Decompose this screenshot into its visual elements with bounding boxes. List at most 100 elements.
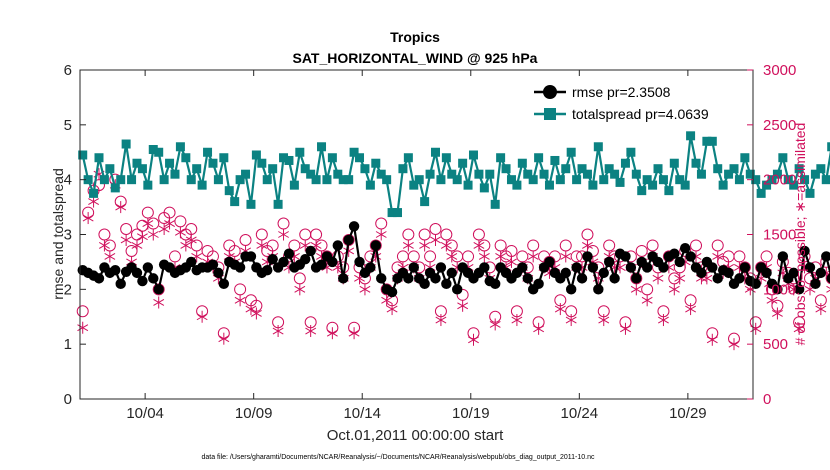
rmse-point bbox=[435, 262, 447, 273]
obs-assimilated-point bbox=[771, 307, 783, 320]
obs-assimilated-point bbox=[250, 307, 262, 320]
totalspread-point bbox=[83, 175, 93, 185]
obs-possible-point bbox=[239, 233, 252, 246]
obs-possible-point bbox=[190, 239, 203, 252]
totalspread-point bbox=[268, 164, 278, 174]
rmse-point bbox=[641, 262, 653, 273]
totalspread-point bbox=[420, 197, 430, 207]
y-tick-label-left: 0 bbox=[64, 391, 72, 408]
obs-assimilated-point bbox=[196, 310, 208, 323]
obs-possible-point bbox=[603, 239, 616, 252]
obs-assimilated-point bbox=[77, 321, 89, 334]
totalspread-point bbox=[506, 175, 516, 185]
totalspread-point bbox=[279, 153, 289, 163]
totalspread-point bbox=[734, 175, 744, 185]
totalspread-point bbox=[599, 175, 609, 185]
rmse-point bbox=[376, 273, 387, 284]
totalspread-point bbox=[213, 175, 223, 185]
totalspread-point bbox=[664, 186, 674, 196]
rmse-point bbox=[186, 256, 197, 268]
totalspread-point bbox=[686, 131, 696, 141]
totalspread-point bbox=[696, 169, 706, 179]
obs-assimilated-point bbox=[131, 239, 143, 252]
obs-assimilated-point bbox=[582, 239, 593, 252]
totalspread-point bbox=[447, 169, 457, 179]
rmse-point bbox=[658, 262, 669, 273]
totalspread-point bbox=[257, 158, 267, 168]
rmse-point bbox=[386, 286, 398, 298]
obs-possible-point bbox=[516, 250, 529, 263]
obs-possible-point bbox=[299, 228, 312, 241]
obs-assimilated-point bbox=[598, 314, 610, 327]
obs-possible-point bbox=[733, 250, 746, 263]
obs-possible-point bbox=[760, 250, 773, 263]
totalspread-point bbox=[615, 177, 625, 187]
y-tick-label-left: 1 bbox=[64, 336, 72, 353]
totalspread-point bbox=[653, 164, 663, 174]
totalspread-point bbox=[441, 153, 451, 163]
totalspread-point bbox=[452, 175, 462, 185]
x-tick-label: 10/19 bbox=[452, 405, 490, 422]
obs-possible-point bbox=[375, 217, 388, 230]
obs-assimilated-point bbox=[527, 250, 539, 263]
rmse-point bbox=[441, 278, 452, 290]
rmse-point bbox=[332, 240, 344, 251]
rmse-point bbox=[598, 267, 609, 279]
obs-assimilated-point bbox=[82, 212, 94, 225]
rmse-point bbox=[593, 284, 604, 295]
obs-assimilated-point bbox=[98, 239, 110, 252]
totalspread-point bbox=[430, 147, 440, 157]
totalspread-point bbox=[398, 164, 408, 174]
totalspread-point bbox=[121, 139, 131, 149]
obs-possible-point bbox=[152, 283, 165, 296]
y-tick-label-right: 3000 bbox=[763, 62, 796, 79]
obs-possible-point bbox=[429, 223, 442, 236]
totalspread-point bbox=[762, 180, 772, 190]
obs-assimilated-point bbox=[495, 250, 507, 263]
totalspread-point bbox=[490, 199, 500, 209]
obs-assimilated-point bbox=[750, 322, 762, 335]
obs-assimilated-point bbox=[104, 250, 116, 263]
rmse-point bbox=[93, 273, 105, 284]
rmse-point bbox=[734, 273, 745, 284]
totalspread-point bbox=[208, 158, 218, 168]
rmse-point bbox=[815, 267, 827, 279]
x-tick-label: 10/24 bbox=[561, 405, 599, 422]
obs-assimilated-point bbox=[554, 303, 566, 316]
totalspread-point bbox=[425, 169, 435, 179]
totalspread-point bbox=[284, 155, 294, 165]
obs-assimilated-point bbox=[668, 283, 680, 296]
totalspread-point bbox=[94, 153, 104, 163]
footnote: data file: /Users/gharamti/Documents/NCA… bbox=[201, 454, 595, 461]
rmse-point bbox=[408, 262, 419, 273]
legend-spread-label: totalspread pr=4.0639 bbox=[572, 106, 709, 122]
obs-possible-point bbox=[559, 239, 572, 252]
totalspread-point bbox=[376, 169, 386, 179]
obs-assimilated-point bbox=[115, 201, 127, 214]
obs-series-layer bbox=[76, 168, 830, 351]
rmse-point bbox=[560, 267, 571, 279]
totalspread-point bbox=[468, 150, 478, 160]
rmse-point bbox=[609, 273, 620, 284]
totalspread-point bbox=[501, 164, 511, 174]
rmse-point bbox=[761, 267, 772, 279]
rmse-point bbox=[810, 278, 821, 290]
obs-assimilated-point bbox=[136, 230, 148, 243]
rmse-point bbox=[148, 273, 159, 284]
rmse-point bbox=[826, 273, 830, 284]
obs-possible-point bbox=[255, 228, 268, 241]
x-tick-label: 10/29 bbox=[669, 405, 707, 422]
rmse-point bbox=[669, 248, 680, 259]
totalspread-point bbox=[523, 169, 533, 179]
rmse-point bbox=[115, 278, 126, 290]
obs-possible-point bbox=[76, 305, 89, 318]
obs-assimilated-point bbox=[815, 303, 827, 316]
obs-possible-point bbox=[668, 272, 681, 285]
rmse-point bbox=[267, 253, 278, 265]
totalspread-point bbox=[794, 164, 804, 174]
obs-assimilated-point bbox=[402, 239, 414, 252]
rmse-point bbox=[793, 284, 805, 295]
totalspread-point bbox=[311, 175, 321, 185]
obs-assimilated-point bbox=[294, 283, 306, 296]
totalspread-point bbox=[767, 175, 777, 185]
